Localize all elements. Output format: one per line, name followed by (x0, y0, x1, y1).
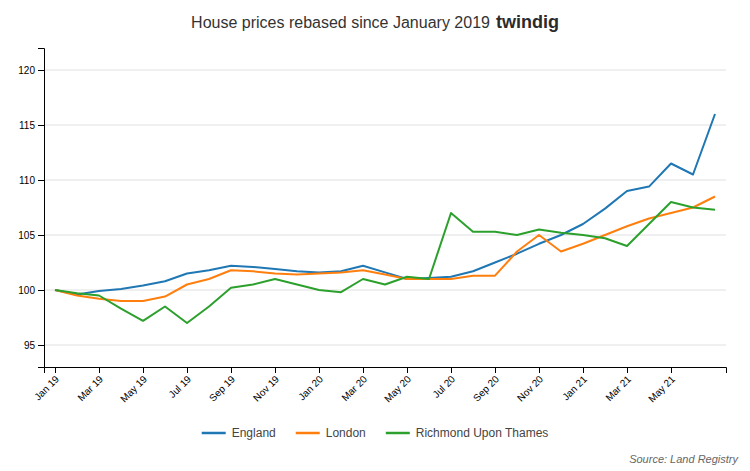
grid (44, 70, 726, 345)
tick: Sep 19 (207, 367, 237, 404)
grid-line (44, 235, 726, 236)
tick: May 20 (382, 367, 413, 404)
tick-label: 95 (24, 340, 36, 351)
grid-line (44, 125, 726, 126)
chart: 95 100 105 110 115 120 Jan 19 Mar 19 May 19 Jul 1… (0, 0, 750, 471)
legend: England London Richmond Upon Thames (202, 426, 549, 440)
tick-mark (38, 235, 44, 236)
tick-mark (99, 367, 100, 373)
tick-label: Jan 21 (560, 373, 589, 402)
grid-line (44, 180, 726, 181)
tick-label: Nov 19 (251, 373, 281, 403)
tick: Mar 21 (603, 367, 633, 403)
tick: Jul 19 (167, 367, 194, 400)
tick: Jan 19 (32, 367, 61, 402)
legend-label: England (232, 426, 276, 440)
legend-item: England (202, 426, 276, 440)
tick-mark (55, 367, 56, 373)
tick-label: 105 (18, 230, 35, 241)
tick-label: May 20 (382, 373, 413, 404)
tick-mark (38, 290, 44, 291)
tick-mark (627, 367, 628, 373)
tick: Jan 21 (560, 367, 589, 402)
tick-label: Nov 20 (515, 373, 545, 403)
title: House prices rebased since January 2019 (191, 14, 490, 31)
tick-mark (38, 345, 44, 346)
annotation: twindig (496, 12, 559, 32)
tick: May 19 (118, 367, 149, 404)
legend-item: Richmond Upon Thames (386, 426, 549, 440)
tick-label: Mar 19 (75, 373, 105, 403)
tick-mark (539, 367, 540, 373)
tick-label: Sep 19 (207, 373, 237, 403)
legend-swatch (296, 432, 320, 435)
tick: Mar 20 (339, 367, 369, 403)
series-line (55, 114, 715, 294)
legend-label: London (326, 426, 366, 440)
tick: Sep 20 (471, 367, 501, 404)
tick: Nov 19 (251, 367, 281, 404)
tick-mark (319, 367, 320, 373)
tick-mark (38, 70, 44, 71)
tick-label: Mar 21 (603, 373, 633, 403)
axis-line (38, 49, 45, 368)
tick: Jul 20 (431, 367, 458, 400)
lines (55, 114, 715, 323)
tick-label: Jul 20 (431, 373, 458, 400)
legend-swatch (202, 432, 226, 435)
y-axis: 95 100 105 110 115 120 (18, 49, 44, 368)
tick-label: 110 (19, 175, 35, 186)
tick: Mar 19 (75, 367, 105, 403)
legend-item: London (296, 426, 366, 440)
grid-line (44, 345, 726, 346)
tick-mark (583, 367, 584, 373)
tick: May 21 (646, 367, 677, 404)
tick: 110 (19, 175, 44, 186)
tick-mark (363, 367, 364, 373)
legend-label: Richmond Upon Thames (416, 426, 549, 440)
tick-mark (407, 367, 408, 373)
tick: 120 (18, 65, 44, 76)
plot: 95 100 105 110 115 120 Jan 19 Mar 19 May 19 Jul 1… (18, 49, 726, 405)
tick: 115 (19, 120, 44, 131)
tick-label: 100 (18, 285, 35, 296)
tick-label: Jul 19 (167, 373, 194, 400)
tick-mark (231, 367, 232, 373)
tick-mark (671, 367, 672, 373)
grid-line (44, 290, 726, 291)
tick-mark (187, 367, 188, 373)
tick: 95 (24, 340, 44, 351)
tick-mark (38, 125, 44, 126)
tick: 100 (18, 285, 44, 296)
axis-line (45, 368, 727, 374)
tick-label: Mar 20 (339, 373, 369, 403)
annotation: Source: Land Registry (629, 453, 739, 465)
tick-label: May 19 (118, 373, 149, 404)
tick: 105 (18, 230, 44, 241)
grid-line (44, 70, 726, 71)
tick-mark (495, 367, 496, 373)
tick-mark (38, 180, 44, 181)
tick-label: May 21 (646, 373, 677, 404)
tick-label: Jan 19 (32, 373, 61, 402)
tick-mark (143, 367, 144, 373)
legend-swatch (386, 432, 410, 435)
tick-label: Sep 20 (471, 373, 501, 403)
series-line (55, 202, 715, 323)
tick: Jan 20 (296, 367, 325, 402)
x-axis: Jan 19 Mar 19 May 19 Jul 19 Sep 19 Nov 19 Jan … (32, 367, 726, 404)
tick-label: 120 (18, 65, 35, 76)
tick-mark (451, 367, 452, 373)
tick-label: 115 (19, 120, 35, 131)
tick: Nov 20 (515, 367, 545, 404)
tick-label: Jan 20 (296, 373, 325, 402)
tick-mark (275, 367, 276, 373)
